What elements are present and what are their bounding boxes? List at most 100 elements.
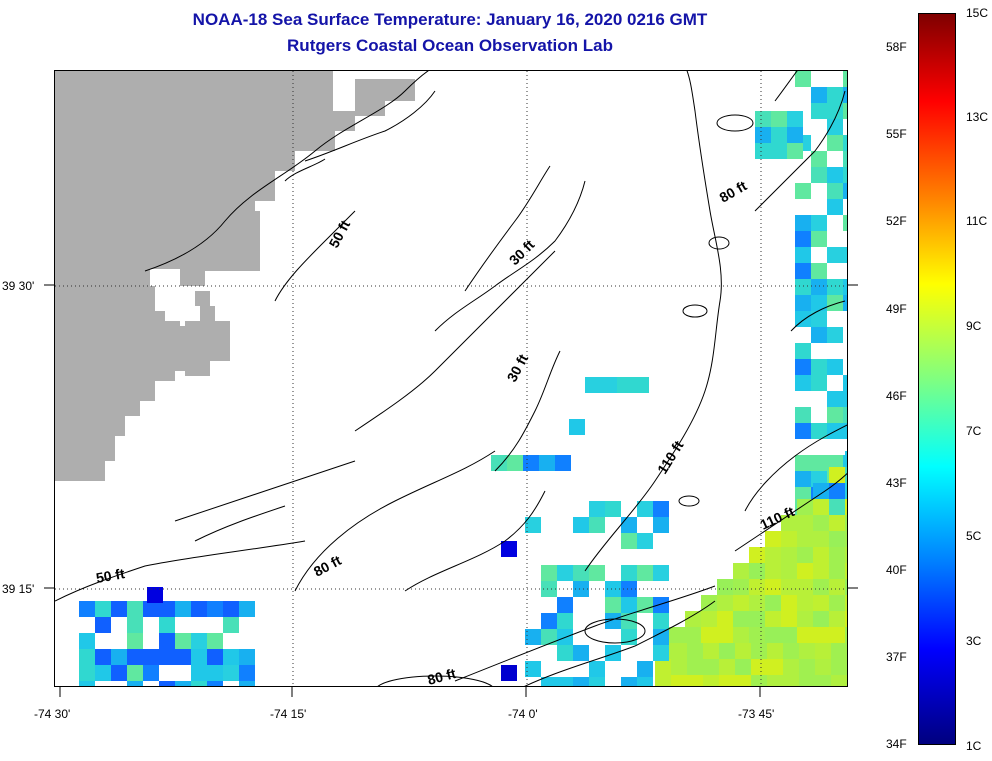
sst-pixels [79,71,847,686]
sst-pixel [637,597,653,613]
sst-pixel [813,563,829,579]
sst-pixel [811,151,827,167]
sst-pixel [733,595,749,611]
sst-pixel [159,649,175,665]
sst-pixel [733,627,749,643]
sst-pixel [783,659,799,675]
sst-pixel [719,659,735,675]
sst-pixel [735,675,751,686]
sst-pixel [845,531,847,547]
sst-pixel [771,127,787,143]
sst-pixel [781,579,797,595]
sst-pixel [795,343,811,359]
sst-pixel [557,645,573,661]
sst-pixel [95,617,111,633]
sst-pixel [813,515,829,531]
sst-pixel [621,581,637,597]
sst-pixel [799,659,815,675]
sst-pixel [589,501,605,517]
sst-pixel [207,665,223,681]
sst-pixel [827,135,843,151]
sst-pixel [717,595,733,611]
sst-pixel [811,279,827,295]
sst-pixel [845,515,847,531]
sst-pixel [827,279,843,295]
sst-pixel [95,649,111,665]
sst-pixel [811,423,827,439]
sst-pixel [127,681,143,686]
colorbar-c-label: 9C [966,319,982,333]
sst-pixel [813,627,829,643]
sst-pixel [797,627,813,643]
sst-pixel [719,675,735,686]
sst-pixel [783,643,799,659]
sst-pixel [771,111,787,127]
sst-pixel [671,659,687,675]
sst-pixel [795,375,811,391]
sst-pixel [795,423,811,439]
lon-label: -74 30' [34,707,71,721]
sst-pixel [845,579,847,595]
sst-pixel [239,681,255,686]
sst-pixel [175,649,191,665]
sst-pixel [239,649,255,665]
sst-pixel [797,579,813,595]
sst-pixel [555,455,571,471]
sst-pixel [787,143,803,159]
sst-pixel [701,611,717,627]
sst-pixel [655,675,671,686]
sst-pixel [781,627,797,643]
sst-pixel [827,391,843,407]
sst-pixel [795,295,811,311]
sst-pixel [815,659,831,675]
sst-pixel [787,111,803,127]
sst-pixel [827,407,843,423]
sst-pixel [621,565,637,581]
sst-pixel [843,279,847,295]
sst-pixel [143,601,159,617]
sst-pixel [811,87,827,103]
sst-pixel [637,565,653,581]
sst-pixel [827,87,843,103]
sst-pixel [703,675,719,686]
sst-pixel [797,499,813,515]
sst-pixel [95,665,111,681]
sst-pixel [795,407,811,423]
colorbar-c-label: 1C [966,739,982,753]
sst-pixel [111,665,127,681]
sst-pixel [843,423,847,439]
sst-pixel [827,119,843,135]
sst-pixel [755,127,771,143]
sst-pixel [795,263,811,279]
sst-pixel [589,517,605,533]
sst-map: 50 ft 30 ft 80 ft 30 ft 110 ft 110 ft 80… [54,70,848,687]
sst-pixel [827,327,843,343]
sst-pixel [703,643,719,659]
sst-pixel [621,677,637,686]
colorbar-c-label: 13C [966,110,989,124]
colorbar-f-label: 49F [886,302,907,316]
sst-pixel [829,627,845,643]
sst-pixel [671,643,687,659]
sst-pixel [223,649,239,665]
sst-pixel [589,677,605,686]
sst-pixel [751,643,767,659]
sst-pixel [781,595,797,611]
sst-pixel [733,611,749,627]
lon-label: -74 15' [270,707,307,721]
lon-label: -74 0' [508,707,538,721]
sst-pixel [589,661,605,677]
sst-pixel [843,375,847,391]
colorbar-f-label: 43F [886,476,907,490]
sst-pixel [843,391,847,407]
sst-pixel [143,649,159,665]
graticule [55,71,847,686]
sst-pixel [811,263,827,279]
sst-pixel [573,517,589,533]
sst-pixel [685,627,701,643]
sst-pixel [795,247,811,263]
sst-pixel [827,199,843,215]
sst-pixel [795,71,811,87]
sst-pixel [127,649,143,665]
